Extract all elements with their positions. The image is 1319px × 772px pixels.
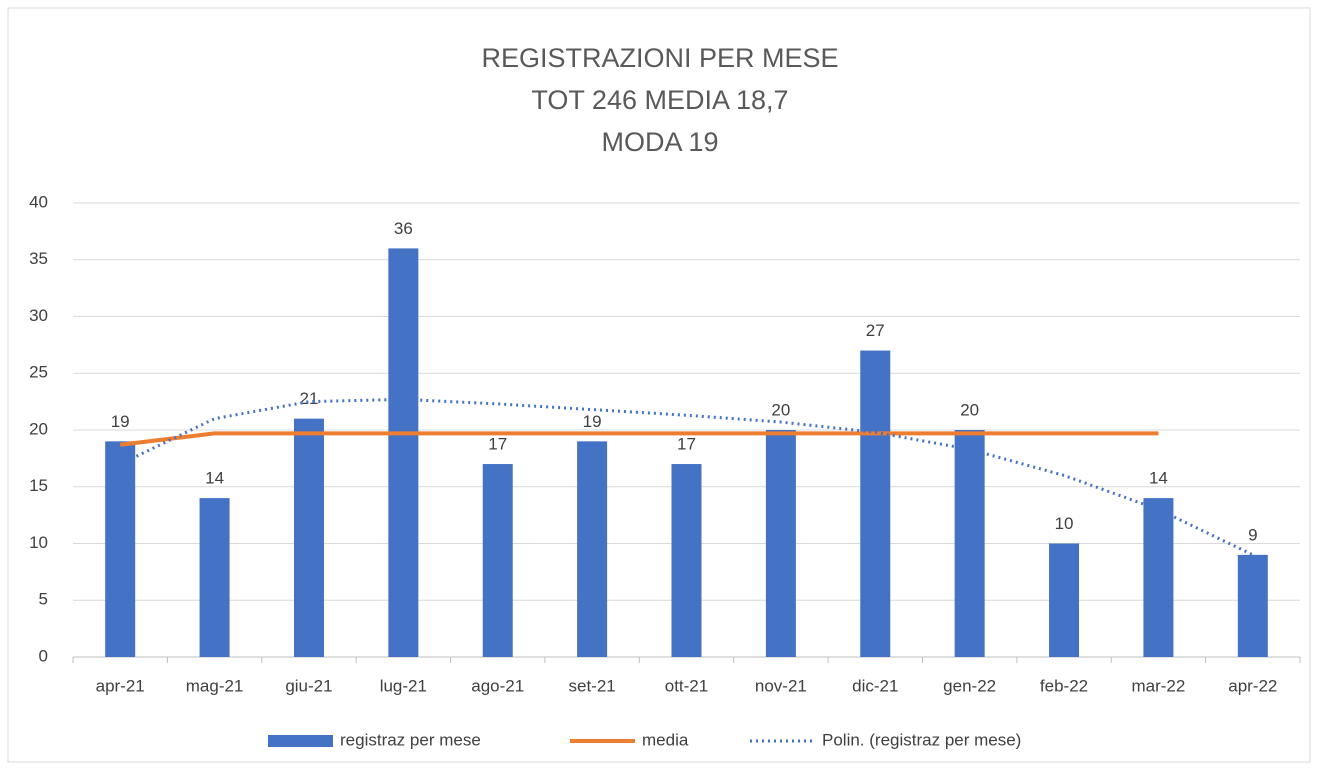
data-label: 20 xyxy=(771,400,790,419)
x-tick-label: set-21 xyxy=(568,676,615,695)
data-label: 36 xyxy=(394,219,413,238)
bar xyxy=(388,248,419,657)
legend-label: Polin. (registraz per mese) xyxy=(822,730,1021,749)
x-tick-label: ago-21 xyxy=(471,676,524,695)
data-label: 14 xyxy=(205,469,224,488)
x-tick-label: nov-21 xyxy=(755,676,807,695)
data-label: 19 xyxy=(583,412,602,431)
bar xyxy=(105,441,136,657)
chart-title: REGISTRAZIONI PER MESE xyxy=(481,43,838,73)
y-tick-label: 5 xyxy=(39,590,48,609)
y-tick-label: 10 xyxy=(29,533,48,552)
bar xyxy=(1143,498,1174,657)
legend-label: registraz per mese xyxy=(340,730,481,749)
bar xyxy=(1049,543,1080,657)
x-tick-label: feb-22 xyxy=(1040,676,1088,695)
data-label: 14 xyxy=(1149,469,1168,488)
chart-title: TOT 246 MEDIA 18,7 xyxy=(531,85,788,115)
chart-title: MODA 19 xyxy=(601,127,718,157)
data-label: 19 xyxy=(111,412,130,431)
bar xyxy=(765,430,796,657)
data-label: 20 xyxy=(960,400,979,419)
data-label: 9 xyxy=(1248,525,1257,544)
y-tick-label: 25 xyxy=(29,363,48,382)
data-label: 17 xyxy=(488,435,507,454)
y-tick-label: 15 xyxy=(29,476,48,495)
bar xyxy=(954,430,985,657)
bar xyxy=(482,464,513,657)
bar xyxy=(1237,554,1268,657)
data-label: 27 xyxy=(866,321,885,340)
line-series xyxy=(119,431,1159,447)
legend-label: media xyxy=(642,730,689,749)
bar xyxy=(199,498,230,657)
x-tick-label: apr-22 xyxy=(1228,676,1277,695)
x-tick-label: dic-21 xyxy=(852,676,898,695)
x-tick-label: giu-21 xyxy=(285,676,332,695)
y-tick-label: 20 xyxy=(29,419,48,438)
x-tick-label: gen-22 xyxy=(943,676,996,695)
bar xyxy=(577,441,608,657)
bar xyxy=(293,418,324,657)
x-tick-label: apr-21 xyxy=(96,676,145,695)
data-label: 10 xyxy=(1055,514,1074,533)
x-tick-label: lug-21 xyxy=(380,676,427,695)
y-tick-label: 35 xyxy=(29,249,48,268)
x-tick-label: ott-21 xyxy=(665,676,708,695)
legend-swatch xyxy=(268,735,333,747)
x-tick-label: mag-21 xyxy=(186,676,244,695)
x-tick-label: mar-22 xyxy=(1131,676,1185,695)
bar xyxy=(671,464,702,657)
y-tick-label: 0 xyxy=(39,646,48,665)
y-tick-label: 30 xyxy=(29,306,48,325)
y-tick-label: 40 xyxy=(29,192,48,211)
data-label: 21 xyxy=(300,389,319,408)
bar xyxy=(860,350,891,657)
data-label: 17 xyxy=(677,435,696,454)
